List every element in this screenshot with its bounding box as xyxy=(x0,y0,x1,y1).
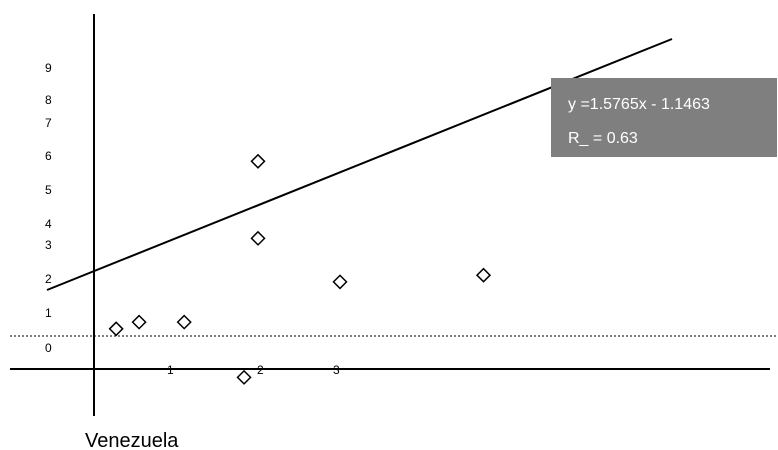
y-tick-label: 1 xyxy=(45,306,52,320)
y-tick-label: 8 xyxy=(45,93,52,107)
data-point xyxy=(475,267,492,283)
r-squared-label: R_ = 0.63 xyxy=(568,130,638,147)
y-tick-label: 4 xyxy=(45,217,52,231)
data-point xyxy=(131,314,147,330)
y-tick-labels: 9 8 7 6 5 4 3 2 1 0 xyxy=(45,61,52,355)
y-tick-label: 7 xyxy=(45,116,52,130)
chart-caption: Venezuela xyxy=(85,430,179,450)
data-point xyxy=(236,369,252,385)
trendline-equation: y =1.5765x - 1.1463 xyxy=(568,96,710,113)
data-point xyxy=(332,274,348,290)
y-tick-label: 6 xyxy=(45,149,52,163)
data-points xyxy=(108,153,492,385)
trendline xyxy=(46,38,673,291)
data-point xyxy=(250,153,266,169)
equation-box: y =1.5765x - 1.1463 R_ = 0.63 xyxy=(551,78,777,157)
x-tick-label: 1 xyxy=(167,363,174,377)
data-point xyxy=(108,321,124,337)
y-tick-label: 5 xyxy=(45,183,52,197)
data-point xyxy=(250,230,266,246)
x-tick-labels: 1 2 3 xyxy=(167,363,340,377)
x-tick-label: 2 xyxy=(257,363,264,377)
equation-box-background xyxy=(551,78,777,157)
y-tick-label: 2 xyxy=(45,272,52,286)
y-tick-label: 3 xyxy=(45,238,52,252)
data-point xyxy=(176,314,192,330)
y-tick-label: 9 xyxy=(45,61,52,75)
x-tick-label: 3 xyxy=(333,363,340,377)
y-tick-label: 0 xyxy=(45,341,52,355)
